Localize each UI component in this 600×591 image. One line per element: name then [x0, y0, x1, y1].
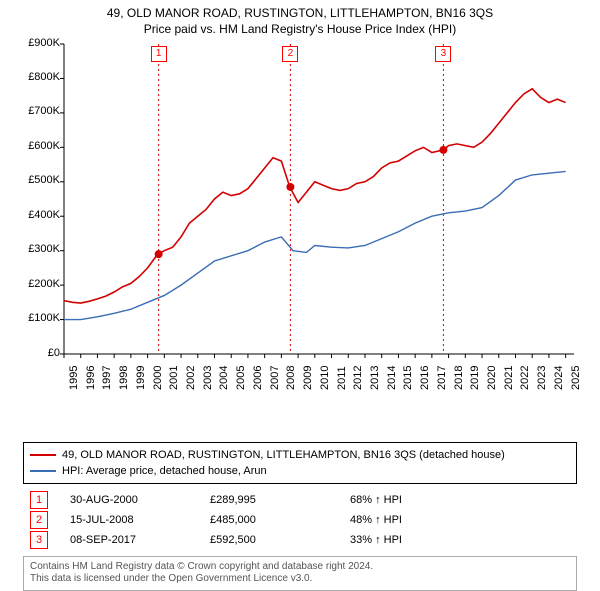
- x-tick-label: 1999: [135, 365, 147, 389]
- sale-marker-index: 2: [282, 46, 298, 62]
- x-tick-label: 2005: [235, 365, 247, 389]
- sale-price: £592,500: [210, 534, 350, 546]
- footer-line1: Contains HM Land Registry data © Crown c…: [30, 561, 570, 574]
- x-tick-label: 2017: [436, 365, 448, 389]
- x-tick-label: 2012: [352, 365, 364, 389]
- sale-vs-hpi: 68% ↑ HPI: [350, 494, 402, 506]
- x-axis-labels: 1995 1996 1997 1998 1999 2000 2001 2002 2003 2004…: [20, 40, 580, 400]
- sale-row: 3 08-SEP-2017£592,50033% ↑ HPI: [30, 530, 570, 550]
- sale-index-box: 1: [30, 491, 48, 509]
- sale-date: 30-AUG-2000: [70, 494, 210, 506]
- x-tick-label: 2007: [269, 365, 281, 389]
- x-tick-label: 1998: [118, 365, 130, 389]
- footer-line2: This data is licensed under the Open Gov…: [30, 573, 570, 586]
- x-tick-label: 1997: [101, 365, 113, 389]
- legend-row: 49, OLD MANOR ROAD, RUSTINGTON, LITTLEHA…: [30, 447, 570, 463]
- x-tick-label: 2020: [486, 365, 498, 389]
- x-tick-label: 2019: [469, 365, 481, 389]
- x-tick-label: 2002: [185, 365, 197, 389]
- x-tick-label: 2025: [570, 365, 582, 389]
- sale-vs-hpi: 48% ↑ HPI: [350, 514, 402, 526]
- x-tick-label: 2015: [402, 365, 414, 389]
- sales-table: 1 30-AUG-2000£289,99568% ↑ HPI 2 15-JUL-200…: [30, 490, 570, 550]
- sale-price: £485,000: [210, 514, 350, 526]
- chart-title-line1: 49, OLD MANOR ROAD, RUSTINGTON, LITTLEHA…: [10, 6, 590, 22]
- sale-row: 2 15-JUL-2008£485,00048% ↑ HPI: [30, 510, 570, 530]
- x-tick-label: 2004: [218, 365, 230, 389]
- x-tick-label: 2023: [536, 365, 548, 389]
- legend-swatch: [30, 470, 56, 472]
- x-tick-label: 2009: [302, 365, 314, 389]
- sale-vs-hpi: 33% ↑ HPI: [350, 534, 402, 546]
- x-tick-label: 2022: [519, 365, 531, 389]
- sale-date: 15-JUL-2008: [70, 514, 210, 526]
- x-tick-label: 2006: [252, 365, 264, 389]
- x-tick-label: 2011: [336, 366, 348, 390]
- legend: 49, OLD MANOR ROAD, RUSTINGTON, LITTLEHA…: [23, 442, 577, 484]
- x-tick-label: 2021: [503, 365, 515, 389]
- chart-title-line2: Price paid vs. HM Land Registry's House …: [10, 22, 590, 36]
- sale-index-box: 2: [30, 511, 48, 529]
- x-tick-label: 2010: [319, 365, 331, 389]
- footer-attribution: Contains HM Land Registry data © Crown c…: [23, 556, 577, 591]
- x-tick-label: 2008: [285, 365, 297, 389]
- legend-label: HPI: Average price, detached house, Arun: [62, 465, 267, 477]
- sale-marker-index: 3: [435, 46, 451, 62]
- x-tick-label: 1995: [68, 365, 80, 389]
- sale-price: £289,995: [210, 494, 350, 506]
- x-tick-label: 2016: [419, 365, 431, 389]
- sale-marker-index: 1: [151, 46, 167, 62]
- x-tick-label: 2018: [453, 365, 465, 389]
- x-tick-label: 2013: [369, 365, 381, 389]
- legend-label: 49, OLD MANOR ROAD, RUSTINGTON, LITTLEHA…: [62, 449, 505, 461]
- legend-swatch: [30, 454, 56, 456]
- legend-row: HPI: Average price, detached house, Arun: [30, 463, 570, 479]
- x-tick-label: 1996: [85, 365, 97, 389]
- sale-row: 1 30-AUG-2000£289,99568% ↑ HPI: [30, 490, 570, 510]
- chart-area: £0£100K£200K£300K£400K£500K£600K£700K£80…: [20, 40, 580, 400]
- x-tick-label: 2014: [386, 365, 398, 389]
- x-tick-label: 2003: [202, 365, 214, 389]
- x-tick-label: 2024: [553, 365, 565, 389]
- x-tick-label: 2000: [152, 365, 164, 389]
- sale-index-box: 3: [30, 531, 48, 549]
- sale-date: 08-SEP-2017: [70, 534, 210, 546]
- x-tick-label: 2001: [168, 365, 180, 389]
